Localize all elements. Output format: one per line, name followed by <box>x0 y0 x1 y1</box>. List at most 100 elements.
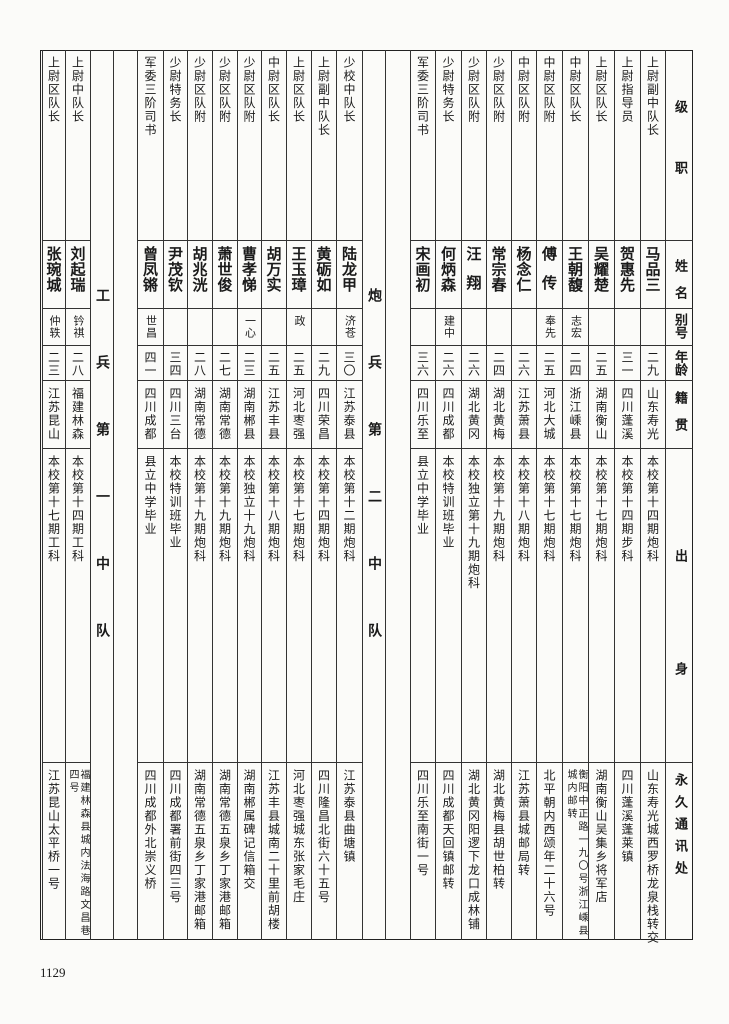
header-rank: 级职 <box>666 50 693 240</box>
cell-address: 江苏萧县城邮局转 <box>512 762 536 940</box>
address-text: 四川蓬溪蓬莱镇 <box>620 769 634 864</box>
address-text: 四川成都天回镇邮转 <box>441 769 455 891</box>
table-row: 上尉区队长张琬城仲轶二三江苏昆山本校第十七期工科江苏昆山太平桥一号 <box>42 50 65 940</box>
address-text: 衡阳中正路一九〇号浙江嵊县城内邮转 <box>565 769 587 938</box>
cell-age: 二六 <box>436 345 461 380</box>
cell-native: 河北枣强 <box>287 380 311 448</box>
cell-name: 黄砺如 <box>312 240 336 308</box>
table-row: 上尉中队长 刘起瑞 钤祺 二八 福建林森 本校第十四期工科 福建林森县城内法海路文昌巷四号 <box>65 50 90 940</box>
background-text: 本校第十四期炮科 <box>645 455 660 563</box>
cell-address: 湖南常德五泉乡丁家港邮箱 <box>188 762 212 940</box>
cell-alias: 世昌 <box>138 308 163 345</box>
age-text: 二五 <box>266 351 281 377</box>
cell-background: 本校第十九期炮科 <box>213 448 237 762</box>
cell-age: 三一 <box>615 345 640 380</box>
cell-native: 江苏丰县 <box>262 380 286 448</box>
table-row: 上尉指导员 贺惠先 三一 四川蓬溪 本校第十四期步科 四川蓬溪蓬莱镇 <box>614 50 640 940</box>
table-row: 少校中队长 陆龙甲 济苍 三〇 江苏泰县 本校第十二期炮科 江苏泰县曲塘镇 <box>336 50 362 940</box>
native-text: 湖南衡山 <box>594 387 608 441</box>
name-text: 曾凤锵 <box>141 246 159 293</box>
rank-text: 少校中队长 <box>342 56 356 124</box>
cell-alias: 建中 <box>436 308 461 345</box>
address-text: 湖南郴属碑记信箱交 <box>242 769 256 891</box>
rank-text: 上尉副中队长 <box>645 56 660 137</box>
cell-age: 二八 <box>188 345 212 380</box>
cell-age: 二九 <box>641 345 665 380</box>
alias-text: 志宏 <box>569 315 583 339</box>
header-background: 出身 <box>666 448 693 775</box>
age-text: 二九 <box>645 351 660 377</box>
alias-text: 仲轶 <box>48 315 61 339</box>
name-text: 汪翔 <box>464 246 483 304</box>
cell-rank: 军委三阶司书 <box>411 50 435 240</box>
cell-background: 本校第十七期工科 <box>43 448 65 762</box>
cell-alias <box>188 308 212 345</box>
cell-rank: 少尉特务长 <box>164 50 187 240</box>
name-text: 常宗春 <box>489 246 508 293</box>
address-text: 湖南常德五泉乡丁家港邮箱 <box>217 769 232 931</box>
cell-address: 江苏丰县城南二十里前胡楼 <box>262 762 286 940</box>
name-text: 张琬城 <box>44 246 63 293</box>
name-text: 刘起瑞 <box>68 246 87 293</box>
address-text: 北平朝内西颂年二十六号 <box>542 769 556 918</box>
cell-alias: 奉先 <box>537 308 562 345</box>
cell-alias <box>164 308 187 345</box>
rank-text: 少尉区队附 <box>192 56 207 124</box>
cell-name: 王朝馥 <box>563 240 588 308</box>
header-native-label: 籍贯 <box>672 391 687 445</box>
cell-background: 本校第十八期炮科 <box>262 448 286 762</box>
cell-name: 胡万实 <box>262 240 286 308</box>
cell-alias <box>615 308 640 345</box>
address-text: 江苏昆山太平桥一号 <box>46 769 61 891</box>
cell-address: 四川乐至南街一号 <box>411 762 435 940</box>
cell-native: 江苏萧县 <box>512 380 536 448</box>
cell-rank: 少尉区队附 <box>188 50 212 240</box>
name-text: 吴耀楚 <box>592 246 610 293</box>
background-text: 本校第十四期炮科 <box>316 455 331 563</box>
table-row: 少尉特务长 何炳森 建中 二六 四川成都 本校特训班毕业 四川成都天回镇邮转 <box>435 50 461 940</box>
cell-native: 山东寿光 <box>641 380 665 448</box>
name-text: 尹茂钦 <box>166 246 184 293</box>
age-text: 三〇 <box>342 351 356 377</box>
background-text: 县立中学毕业 <box>415 455 430 536</box>
native-text: 湖北黄梅 <box>491 387 506 441</box>
native-text: 湖北黄冈 <box>466 387 481 441</box>
cell-name: 马品三 <box>641 240 665 308</box>
cell-age: 二三 <box>43 345 65 380</box>
cell-age: 二五 <box>589 345 614 380</box>
header-name: 姓名 <box>666 240 693 313</box>
cell-address: 湖北黄冈阳逻下龙口成林铺 <box>462 762 486 940</box>
cell-background: 本校独立第十九期炮科 <box>462 448 486 762</box>
age-text: 二八 <box>70 351 85 377</box>
native-text: 四川三台 <box>168 387 182 441</box>
table-row: 中尉区队附 杨念仁 二六 江苏萧县 本校第十八期炮科 江苏萧县城邮局转 <box>511 50 536 940</box>
cell-name: 王玉璋 <box>287 240 311 308</box>
age-text: 二五 <box>542 351 556 377</box>
cell-alias: 济苍 <box>337 308 362 345</box>
cell-address: 湖南衡山吴集乡将军店 <box>589 762 614 940</box>
age-text: 二四 <box>568 351 582 377</box>
section-label-column: 炮兵第二中队 <box>362 50 385 940</box>
native-text: 四川乐至 <box>415 387 430 441</box>
header-native: 籍贯 <box>666 380 693 448</box>
cell-rank: 中尉区队附 <box>537 50 562 240</box>
rank-text: 少尉区队附 <box>466 56 481 124</box>
native-text: 江苏昆山 <box>46 387 61 441</box>
background-text: 本校第十四期步科 <box>620 455 634 563</box>
native-text: 湖南常德 <box>192 387 207 441</box>
cell-alias: 政 <box>287 308 311 345</box>
alias-text: 建中 <box>442 315 456 339</box>
cell-native: 四川成都 <box>138 380 163 448</box>
native-text: 浙江嵊县 <box>568 387 582 441</box>
roster-table <box>40 50 693 940</box>
header-age: 年龄 <box>666 345 693 380</box>
cell-address: 福建林森县城内法海路文昌巷四号 <box>66 762 90 940</box>
background-text: 本校特训班毕业 <box>441 455 455 550</box>
age-text: 二六 <box>516 351 531 377</box>
alias-text: 一心 <box>243 315 257 339</box>
rank-text: 上尉区队长 <box>46 56 61 124</box>
table-row: 上尉区队长 吴耀楚 二五 湖南衡山 本校第十七期炮科 湖南衡山吴集乡将军店 <box>588 50 614 940</box>
cell-rank: 中尉区队附 <box>512 50 536 240</box>
background-text: 本校第十七期炮科 <box>568 455 582 563</box>
cell-background: 本校第十四期炮科 <box>641 448 665 762</box>
